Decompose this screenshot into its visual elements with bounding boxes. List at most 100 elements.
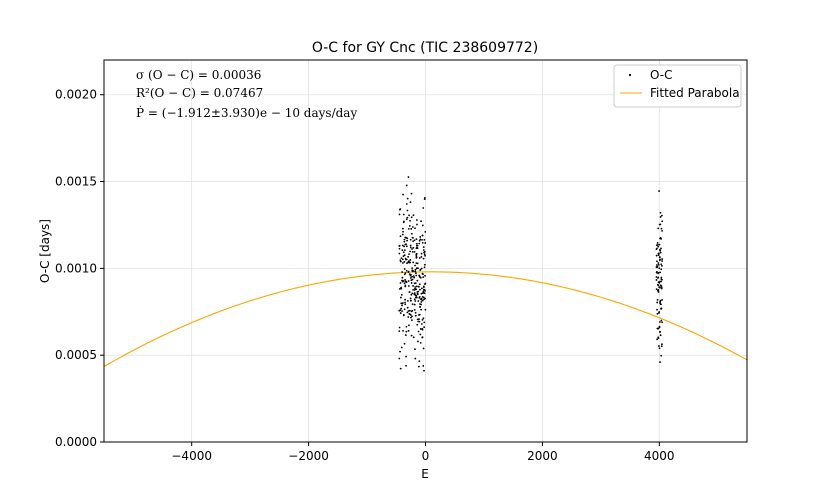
oc-point	[399, 350, 401, 353]
oc-point	[407, 255, 410, 258]
oc-point	[400, 257, 403, 260]
oc-point	[408, 291, 411, 293]
oc-point	[655, 276, 658, 278]
oc-point	[421, 241, 424, 244]
oc-point	[416, 262, 419, 265]
oc-point	[399, 312, 402, 314]
oc-point	[421, 336, 424, 339]
oc-point	[407, 227, 410, 230]
oc-point	[656, 242, 659, 244]
oc-point	[417, 290, 420, 293]
oc-point	[661, 321, 664, 324]
oc-point	[656, 301, 659, 304]
oc-point	[398, 208, 401, 211]
oc-point	[408, 253, 410, 256]
oc-point	[660, 276, 663, 279]
oc-point	[402, 314, 405, 317]
oc-point	[419, 333, 422, 336]
oc-point	[417, 300, 420, 302]
oc-point	[420, 267, 423, 270]
oc-point	[417, 267, 419, 270]
oc-point	[411, 275, 413, 278]
legend-marker-oc	[628, 73, 632, 77]
oc-point	[409, 246, 412, 249]
oc-point	[411, 292, 414, 295]
oc-point	[422, 246, 425, 248]
oc-point	[402, 193, 404, 196]
oc-point	[406, 306, 409, 309]
oc-point	[422, 288, 425, 291]
oc-point	[419, 305, 421, 308]
oc-point	[655, 248, 658, 251]
oc-point	[407, 176, 410, 178]
oc-point	[423, 321, 426, 324]
oc-point	[659, 302, 661, 304]
oc-point	[415, 219, 418, 221]
oc-point	[411, 248, 413, 250]
oc-point	[421, 295, 424, 298]
oc-point	[406, 216, 409, 219]
oc-point	[418, 320, 421, 323]
oc-point	[411, 303, 414, 306]
oc-point	[661, 298, 664, 301]
y-axis-title: O-C [days]	[38, 219, 52, 283]
oc-point	[407, 329, 410, 332]
oc-point	[403, 240, 406, 243]
parabola-series	[103, 271, 748, 368]
oc-point	[414, 296, 417, 299]
oc-point	[414, 286, 417, 288]
oc-point	[412, 214, 415, 217]
oc-point	[661, 278, 663, 281]
oc-point	[419, 288, 421, 291]
oc-point	[409, 219, 411, 222]
oc-point	[409, 259, 412, 261]
oc-point	[415, 242, 418, 245]
oc-point	[657, 262, 660, 264]
oc-point	[414, 314, 417, 317]
oc-point	[401, 310, 403, 313]
fitted-parabola-line	[103, 271, 748, 368]
oc-point	[658, 281, 661, 284]
oc-point	[414, 264, 416, 267]
oc-point	[402, 213, 405, 216]
oc-point	[658, 190, 660, 192]
oc-point	[655, 279, 658, 281]
oc-point	[413, 292, 416, 294]
oc-point	[655, 254, 658, 257]
oc-point	[415, 285, 418, 288]
oc-point	[416, 292, 419, 295]
oc-point	[659, 330, 662, 333]
oc-point	[421, 224, 424, 227]
oc-point	[410, 232, 413, 235]
r2-annotation: R²(O − C) = 0.07467	[136, 86, 263, 100]
oc-point	[659, 211, 662, 214]
oc-point	[412, 288, 415, 291]
oc-point	[418, 239, 421, 242]
oc-point	[403, 342, 406, 345]
oc-point	[412, 246, 415, 249]
oc-point	[657, 271, 660, 274]
oc-point	[658, 312, 660, 314]
x-axis-title: E	[421, 467, 429, 481]
oc-point	[420, 287, 423, 290]
oc-point	[410, 227, 413, 230]
oc-point	[415, 294, 418, 297]
oc-point	[660, 303, 662, 306]
y-tick-label: 0.0010	[55, 261, 97, 275]
oc-point	[404, 280, 407, 283]
oc-point	[401, 262, 404, 264]
y-tick-label: 0.0000	[55, 435, 97, 449]
oc-point	[422, 273, 424, 276]
oc-point	[404, 303, 407, 306]
oc-point	[419, 298, 422, 301]
oc-point	[661, 343, 663, 346]
oc-point	[661, 258, 664, 260]
oc-point	[660, 268, 663, 271]
oc-point	[659, 361, 661, 363]
oc-point	[402, 251, 405, 254]
oc-point	[420, 301, 423, 303]
oc-point	[424, 274, 426, 277]
oc-point	[424, 242, 427, 244]
oc-point	[414, 300, 417, 302]
